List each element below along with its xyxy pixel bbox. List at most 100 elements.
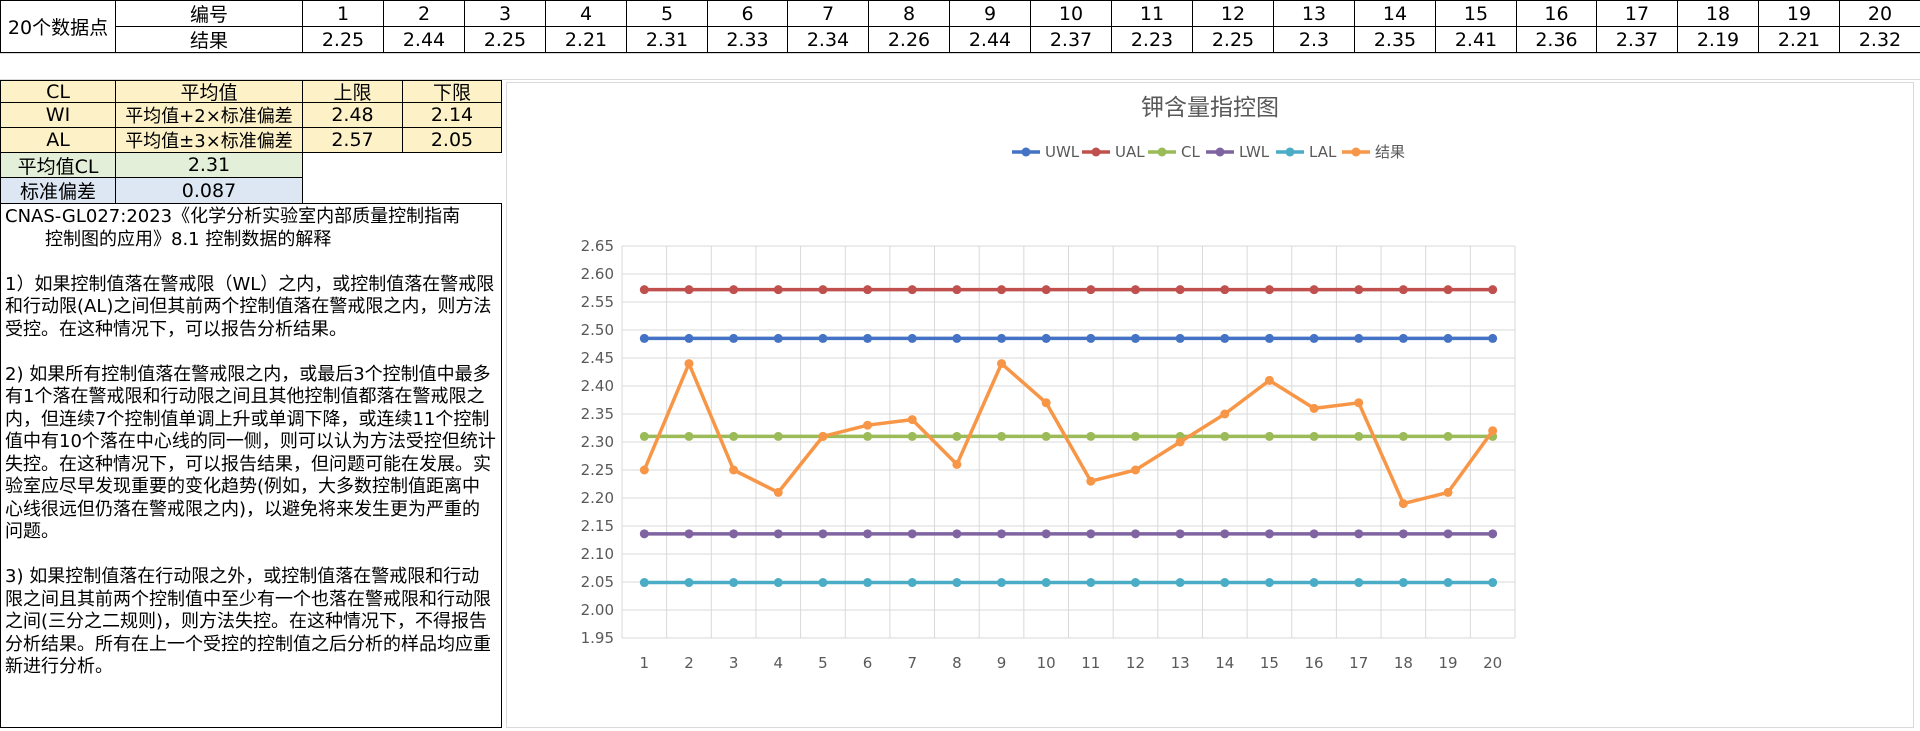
header-mean[interactable]: 平均值 <box>115 80 303 103</box>
data-point <box>729 333 739 343</box>
data-point <box>1443 578 1453 588</box>
x-tick-label: 15 <box>1260 654 1279 672</box>
row-label-result[interactable]: 结果 <box>115 26 303 53</box>
result-cell[interactable]: 2.25 <box>302 26 384 53</box>
x-tick-label: 2 <box>684 654 694 672</box>
number-cell[interactable]: 5 <box>626 0 708 27</box>
number-cell[interactable]: 3 <box>464 0 546 27</box>
data-point <box>818 431 828 441</box>
data-point <box>1175 333 1185 343</box>
wl-formula[interactable]: 平均值+2×标准偏差 <box>115 102 303 128</box>
number-cell[interactable]: 16 <box>1516 0 1597 27</box>
result-cell[interactable]: 2.32 <box>1839 26 1920 53</box>
result-cell[interactable]: 2.37 <box>1596 26 1678 53</box>
number-cell[interactable]: 11 <box>1111 0 1193 27</box>
data-point <box>818 529 828 539</box>
data-point <box>907 415 917 425</box>
data-point <box>863 285 873 295</box>
number-cell[interactable]: 8 <box>868 0 950 27</box>
al-upper[interactable]: 2.57 <box>302 127 403 153</box>
wl-upper[interactable]: 2.48 <box>302 102 403 128</box>
number-cell[interactable]: 15 <box>1435 0 1517 27</box>
number-cell[interactable]: 7 <box>787 0 869 27</box>
al-lower[interactable]: 2.05 <box>402 127 502 153</box>
x-tick-label: 3 <box>729 654 739 672</box>
number-cell[interactable]: 14 <box>1354 0 1436 27</box>
result-cell[interactable]: 2.44 <box>949 26 1031 53</box>
data-point <box>729 465 739 475</box>
legend-label: UAL <box>1115 143 1145 161</box>
data-point <box>773 285 783 295</box>
result-cell[interactable]: 2.41 <box>1435 26 1517 53</box>
data-point <box>1175 529 1185 539</box>
data-point <box>952 285 962 295</box>
x-tick-label: 19 <box>1438 654 1457 672</box>
number-cell[interactable]: 17 <box>1596 0 1678 27</box>
result-cell[interactable]: 2.21 <box>1758 26 1840 53</box>
al-formula[interactable]: 平均值±3×标准偏差 <box>115 127 303 153</box>
number-cell[interactable]: 4 <box>545 0 627 27</box>
x-tick-label: 10 <box>1037 654 1056 672</box>
data-point <box>863 333 873 343</box>
header-upper[interactable]: 上限 <box>302 80 403 103</box>
data-point <box>1041 431 1051 441</box>
result-cell[interactable]: 2.37 <box>1030 26 1112 53</box>
result-cell[interactable]: 2.33 <box>707 26 788 53</box>
result-cell[interactable]: 2.44 <box>383 26 465 53</box>
wl-name[interactable]: WI <box>0 102 116 128</box>
number-cell[interactable]: 2 <box>383 0 465 27</box>
al-name[interactable]: AL <box>0 127 116 153</box>
number-cell[interactable]: 1 <box>302 0 384 27</box>
std-label[interactable]: 标准偏差 <box>0 177 116 204</box>
data-point <box>1130 285 1140 295</box>
data-point <box>863 529 873 539</box>
number-cell[interactable]: 13 <box>1273 0 1355 27</box>
row-label-number[interactable]: 编号 <box>115 0 303 27</box>
data-point <box>1130 578 1140 588</box>
result-cell[interactable]: 2.26 <box>868 26 950 53</box>
result-cell[interactable]: 2.36 <box>1516 26 1597 53</box>
result-cell[interactable]: 2.31 <box>626 26 708 53</box>
result-cell[interactable]: 2.21 <box>545 26 627 53</box>
rule-1-text: 1）如果控制值落在警戒限（WL）之内，或控制值落在警戒限和行动限(AL)之间但其… <box>5 273 495 340</box>
number-cell[interactable]: 6 <box>707 0 788 27</box>
number-cell[interactable]: 19 <box>1758 0 1840 27</box>
result-cell[interactable]: 2.25 <box>1192 26 1274 53</box>
data-point <box>952 578 962 588</box>
number-cell[interactable]: 10 <box>1030 0 1112 27</box>
result-cell[interactable]: 2.34 <box>787 26 869 53</box>
result-cell[interactable]: 2.19 <box>1677 26 1759 53</box>
mean-value[interactable]: 2.31 <box>115 152 303 178</box>
legend-label: LAL <box>1309 143 1337 161</box>
header-lower[interactable]: 下限 <box>402 80 502 103</box>
data-point <box>639 529 649 539</box>
x-tick-label: 4 <box>774 654 784 672</box>
std-value[interactable]: 0.087 <box>115 177 303 204</box>
data-point <box>907 431 917 441</box>
data-point <box>729 529 739 539</box>
result-cell[interactable]: 2.25 <box>464 26 546 53</box>
number-cell[interactable]: 12 <box>1192 0 1274 27</box>
control-chart[interactable]: 钾含量指控图 UWL UAL CL LWL LAL 结果 1.95 2.00 2.05 2.10… <box>506 82 1914 728</box>
legend-marker <box>1215 147 1225 157</box>
legend-label: LWL <box>1239 143 1270 161</box>
number-cell[interactable]: 18 <box>1677 0 1759 27</box>
number-cell[interactable]: 9 <box>949 0 1031 27</box>
result-cell[interactable]: 2.3 <box>1273 26 1355 53</box>
number-cell[interactable]: 20 <box>1839 0 1920 27</box>
mean-label[interactable]: 平均值CL <box>0 152 116 178</box>
data-point <box>684 578 694 588</box>
title-cell[interactable]: 20个数据点 <box>0 0 116 53</box>
data-point <box>773 431 783 441</box>
data-point <box>1488 529 1498 539</box>
x-tick-label: 8 <box>952 654 962 672</box>
header-cl[interactable]: CL <box>0 80 116 103</box>
result-cell[interactable]: 2.35 <box>1354 26 1436 53</box>
y-tick-label: 1.95 <box>581 629 614 647</box>
data-point <box>1130 465 1140 475</box>
data-point <box>1130 529 1140 539</box>
result-cell[interactable]: 2.23 <box>1111 26 1193 53</box>
wl-lower[interactable]: 2.14 <box>402 102 502 128</box>
interpretation-notes[interactable]: CNAS-GL027:2023《化学分析实验室内部质量控制指南 控制图的应用》8… <box>0 203 502 728</box>
data-point <box>1398 529 1408 539</box>
